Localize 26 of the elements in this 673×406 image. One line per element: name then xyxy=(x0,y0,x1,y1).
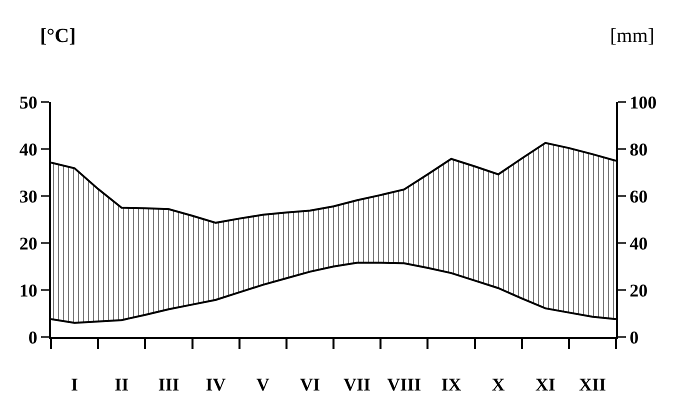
x-tick-label: III xyxy=(158,374,180,395)
y2-tick-label: 0 xyxy=(630,327,639,348)
x-tick-label: V xyxy=(256,374,270,395)
y2-axis-title: [mm] xyxy=(610,25,654,47)
x-tick-label: VIII xyxy=(387,374,422,395)
x-tick-label: IX xyxy=(441,374,462,395)
y2-tick-label: 40 xyxy=(630,233,648,254)
y2-tick-label: 60 xyxy=(630,186,648,206)
x-tick-label: VI xyxy=(300,374,320,395)
y-tick-label: 50 xyxy=(19,92,38,112)
y2-tick-label: 20 xyxy=(630,280,648,300)
x-tick-label: VII xyxy=(344,374,371,395)
y-tick-label: 0 xyxy=(28,327,38,348)
x-tick-label: XI xyxy=(535,374,556,395)
x-tick-label: IV xyxy=(206,374,226,395)
x-tick-label: XII xyxy=(578,374,606,395)
y-tick-label: 10 xyxy=(19,280,38,300)
y2-tick-label: 100 xyxy=(630,92,657,112)
y-tick-label: 30 xyxy=(19,186,38,206)
y-tick-label: 40 xyxy=(19,139,38,160)
y-tick-label: 20 xyxy=(19,233,38,254)
y-axis-title: [°C] xyxy=(40,25,76,47)
y2-tick-label: 80 xyxy=(630,139,648,160)
x-tick-label: I xyxy=(71,374,78,395)
x-tick-label: X xyxy=(492,374,505,395)
x-tick-label: II xyxy=(114,374,129,395)
